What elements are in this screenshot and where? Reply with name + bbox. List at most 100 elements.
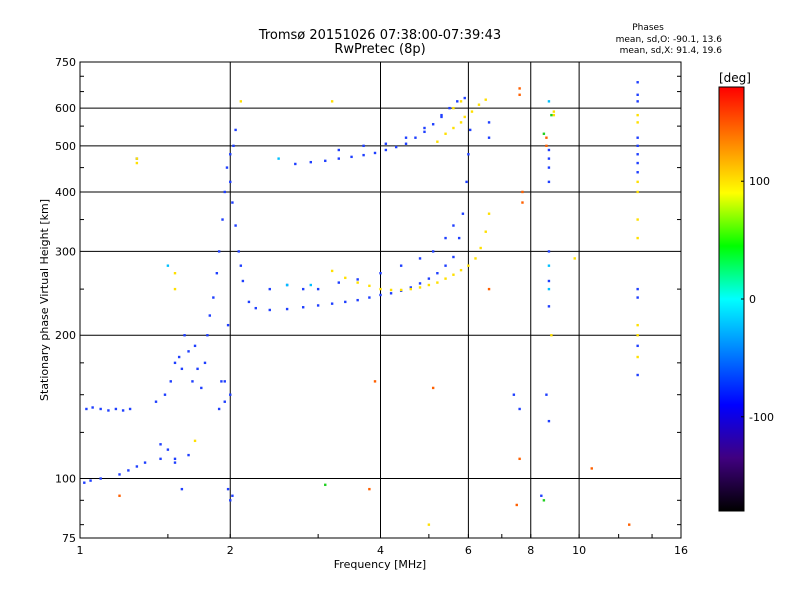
data-point [234,224,237,227]
data-point [223,400,226,403]
colorbar-tick-label: 100 [749,175,770,188]
x-tick-label: 6 [465,544,472,557]
data-point [234,128,237,132]
data-point [540,494,543,497]
data-point [220,380,223,383]
data-point [518,457,521,461]
data-point [542,499,546,502]
data-point [223,190,226,194]
data-point [479,246,482,250]
data-point [521,201,524,204]
data-point [379,287,382,291]
data-point [636,323,639,327]
y-tick-label: 300 [55,245,76,258]
data-point [294,162,297,166]
data-point [463,115,466,119]
data-point [518,93,521,96]
colorbar [718,86,745,512]
data-point [636,180,639,184]
data-point [461,212,465,215]
data-point [203,361,207,365]
data-point [356,298,359,302]
data-point [427,283,431,287]
data-point [484,230,487,233]
data-point [277,157,280,160]
data-point [440,115,443,119]
data-point [89,479,92,482]
data-point [404,136,408,139]
data-point [459,100,463,103]
data-point [547,305,551,308]
data-point [394,145,398,149]
data-point [99,477,102,480]
data-point [193,344,197,348]
data-point [217,250,221,253]
data-point [468,128,472,132]
data-point [452,106,455,110]
x-axis-label: Frequency [MHz] [334,558,426,571]
data-point [399,264,403,267]
data-point [399,288,403,292]
data-point [173,461,177,464]
data-point [452,255,455,259]
x-axis-ticks: 1 2 4 6 8 10 16 [77,534,688,557]
data-point [418,286,422,289]
data-point [254,306,257,310]
data-point [344,300,347,304]
data-point [127,469,130,472]
data-point [232,144,235,148]
data-point [444,277,447,280]
data-point [316,287,320,291]
y-tick-label: 750 [55,56,76,69]
data-point [118,473,121,476]
phases-o-line: mean, sd,O: -90.1, 13.6 [616,35,723,45]
data-point [636,334,639,337]
data-point [515,503,518,507]
data-point [487,121,491,124]
data-point [636,296,639,299]
data-point [221,218,224,221]
data-point [285,283,289,287]
x-tick-label: 4 [377,544,384,557]
data-point [448,106,451,110]
data-point [423,130,426,134]
data-point [330,302,334,305]
data-point [459,121,463,124]
chart-title: Tromsø 20151026 07:38:00-07:39:43 [258,28,501,43]
data-point [226,323,230,327]
y-tick-label: 200 [55,329,76,342]
data-point [373,380,377,383]
data-point [229,499,232,502]
data-point [193,439,197,443]
data-point [121,409,125,412]
data-point [344,276,347,280]
data-point [191,380,194,383]
phases-heading: Phases [632,23,664,33]
data-point [518,407,521,411]
data-point [423,126,426,130]
data-point [118,494,121,497]
data-point [217,407,221,411]
data-point [180,367,184,371]
data-point [636,113,639,117]
data-point [229,153,232,156]
data-point [636,100,639,103]
data-point [404,142,408,145]
data-point [99,407,102,411]
data-point [208,314,212,317]
data-point [636,355,639,359]
data-point [474,257,477,260]
data-point [436,272,439,275]
phases-x-line: mean, sd,X: 91.4, 19.6 [620,46,723,56]
data-point [550,113,553,117]
data-point [452,126,455,130]
data-point [368,487,371,491]
data-point [409,286,412,289]
data-point [239,264,243,267]
data-point [135,465,139,468]
data-point [636,171,639,174]
data-point [316,304,320,307]
data-point [229,393,232,396]
data-point [128,407,132,411]
